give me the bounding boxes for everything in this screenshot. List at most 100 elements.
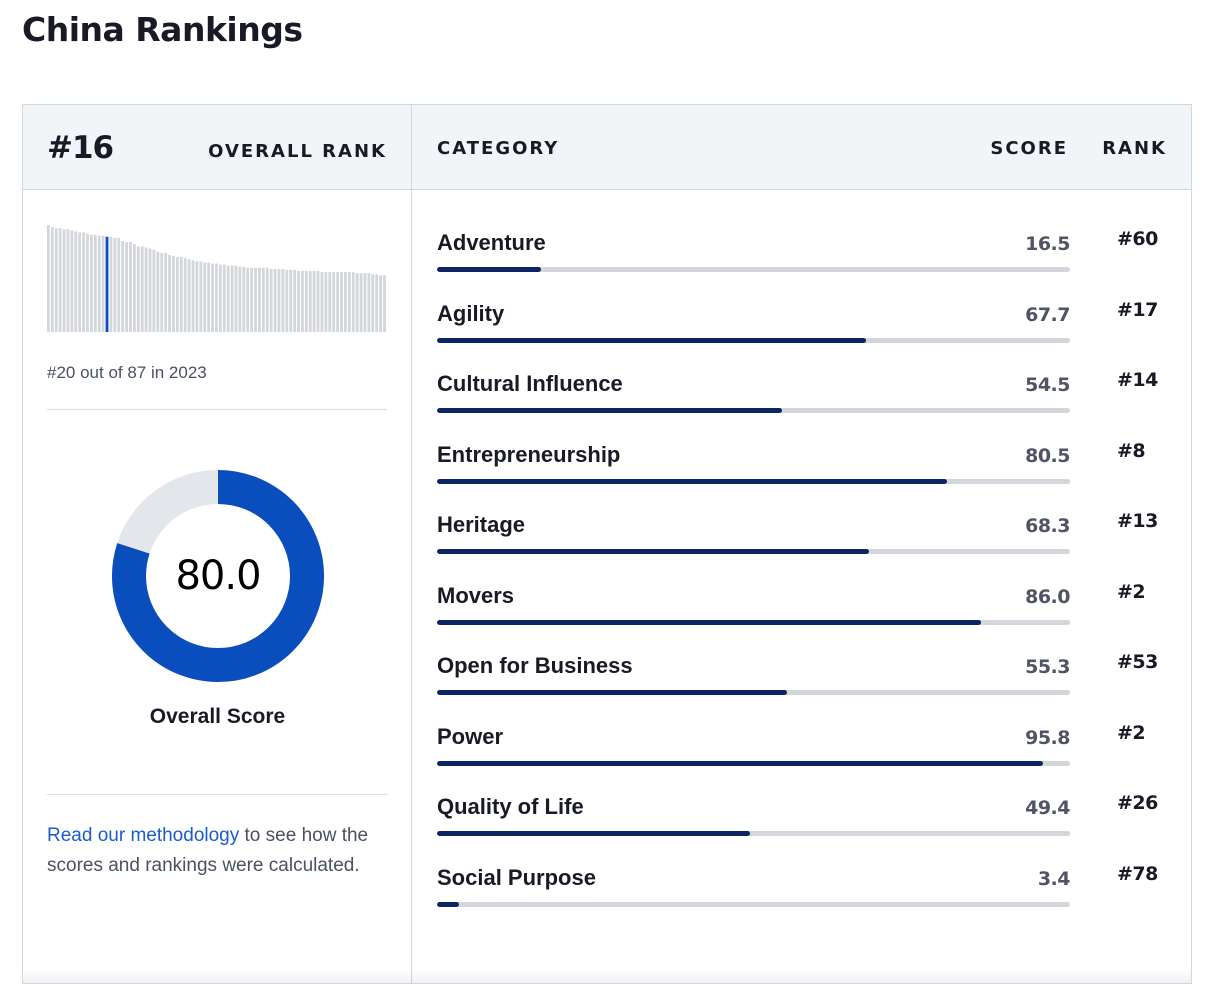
distribution-bar <box>261 267 265 332</box>
distribution-bar <box>199 261 203 332</box>
category-name: Movers <box>437 582 515 608</box>
score-bar-fill <box>437 831 750 836</box>
category-rank: #8 <box>1117 439 1146 462</box>
overall-panel: #16 OVERALL RANK #20 out of 87 in 2023 8… <box>23 105 412 983</box>
distribution-bar <box>265 267 269 332</box>
distribution-bar <box>175 257 179 332</box>
category-name: Power <box>437 723 504 749</box>
category-row: Cultural Influence 54.5 #14 <box>437 366 1158 437</box>
distribution-bar <box>109 236 113 332</box>
category-rank: #17 <box>1117 298 1158 321</box>
distribution-bar <box>47 225 50 332</box>
category-rank: #2 <box>1117 721 1146 744</box>
distribution-bar <box>187 259 191 332</box>
overall-score-label: Overall Score <box>149 705 286 728</box>
category-list: Adventure 16.5 #60 Agility 67.7 #17 Cult… <box>437 225 1158 931</box>
distribution-bar <box>332 272 336 332</box>
distribution-bar <box>242 266 246 332</box>
category-rank: #78 <box>1117 862 1158 885</box>
score-bar-track <box>437 760 1070 766</box>
score-bar-track <box>437 619 1070 625</box>
overall-score-donut: 80.0 <box>111 469 325 683</box>
distribution-bar <box>285 269 289 332</box>
distribution-bar <box>58 228 62 332</box>
distribution-bar <box>203 262 207 332</box>
distribution-bar <box>66 229 70 332</box>
category-score: 3.4 <box>1037 867 1071 890</box>
score-bar-track <box>437 549 1070 554</box>
score-bar-fill <box>437 549 870 554</box>
score-bar-fill <box>437 478 947 484</box>
score-bar-track <box>437 831 1070 836</box>
score-bar-fill <box>437 408 782 413</box>
distribution-bar <box>140 246 144 332</box>
distribution-bar <box>383 275 386 332</box>
distribution-bar <box>70 230 74 332</box>
distribution-bar <box>312 271 316 332</box>
distribution-bar <box>344 272 347 332</box>
distribution-bar <box>254 267 257 332</box>
distribution-bar <box>269 268 273 332</box>
distribution-bar <box>97 235 101 332</box>
distribution-bar <box>74 231 78 332</box>
distribution-bar <box>86 233 89 332</box>
category-row: Social Purpose 3.4 #78 <box>437 860 1158 931</box>
distribution-bar <box>195 261 199 332</box>
overall-rank-label: OVERALL RANK <box>208 141 387 162</box>
category-table-header: CATEGORY SCORE RANK <box>412 105 1191 190</box>
category-row: Heritage 68.3 #13 <box>437 507 1158 578</box>
distribution-bar <box>164 252 168 332</box>
methodology-note: Read our methodology to see how the scor… <box>47 821 387 881</box>
distribution-bar <box>168 254 171 332</box>
distribution-bar <box>246 267 250 332</box>
category-score: 68.3 <box>1025 515 1070 537</box>
distribution-bar <box>89 234 93 332</box>
distribution-bar <box>191 260 195 332</box>
score-bar-fill <box>437 267 542 272</box>
divider <box>47 409 387 410</box>
category-row: Entrepreneurship 80.5 #8 <box>437 437 1157 508</box>
score-bar-track <box>437 690 1070 695</box>
distribution-bar <box>316 271 320 332</box>
distribution-bar <box>113 237 117 332</box>
category-row: Open for Business 55.3 #53 <box>437 648 1158 719</box>
distribution-bar <box>132 244 136 332</box>
methodology-link[interactable]: Read our methodology <box>47 825 240 846</box>
distribution-bar <box>152 249 156 332</box>
previous-rank-caption: #20 out of 87 in 2023 <box>47 363 207 382</box>
distribution-bar <box>179 257 183 332</box>
donut-score-arc <box>112 470 324 682</box>
category-score: 67.7 <box>1025 303 1070 326</box>
distribution-bar <box>304 271 308 332</box>
rank-distribution-chart <box>47 225 386 332</box>
category-row: Power 95.8 #2 <box>437 719 1157 790</box>
category-score: 55.3 <box>1025 656 1070 678</box>
distribution-bar <box>363 273 367 332</box>
distribution-bar <box>371 274 375 332</box>
distribution-bar <box>347 272 351 332</box>
overall-header: #16 OVERALL RANK <box>23 105 411 190</box>
distribution-bar <box>308 271 312 332</box>
category-name: Social Purpose <box>437 864 596 890</box>
score-bar-track <box>437 267 1070 272</box>
page-title: China Rankings <box>22 10 303 49</box>
distribution-bar <box>324 272 328 332</box>
column-header-category: CATEGORY <box>437 138 560 159</box>
distribution-bar <box>78 232 82 332</box>
highlighted-bar <box>105 236 109 332</box>
score-bar-track <box>437 337 1070 343</box>
score-bar-fill <box>437 760 1044 766</box>
distribution-bar <box>340 272 343 332</box>
category-score: 49.4 <box>1025 797 1070 819</box>
distribution-bar <box>172 256 175 332</box>
category-name: Heritage <box>437 512 526 537</box>
category-row: Movers 86.0 #2 <box>437 578 1157 649</box>
distribution-bar <box>230 265 234 332</box>
distribution-bar <box>121 241 125 332</box>
distribution-bar <box>207 262 211 332</box>
distribution-bar <box>218 264 222 332</box>
distribution-bar <box>148 248 152 332</box>
distribution-bar <box>136 246 140 332</box>
category-score: 16.5 <box>1025 233 1070 255</box>
distribution-bar <box>379 275 382 332</box>
